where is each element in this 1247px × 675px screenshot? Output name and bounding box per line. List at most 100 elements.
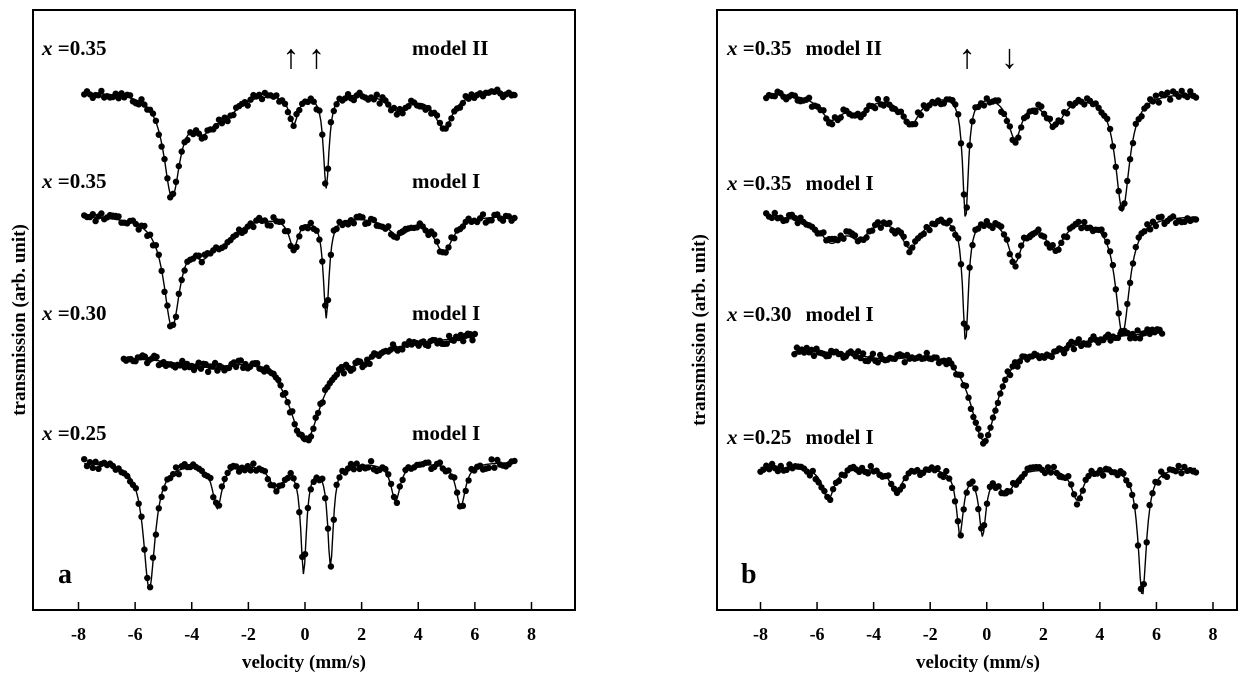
spectrum-data-point	[169, 470, 177, 478]
spectrum-data-point	[1106, 125, 1114, 133]
spectrum-data-point	[829, 486, 837, 493]
spectrum-data-point	[304, 225, 312, 232]
spectrum-data-point	[1126, 481, 1133, 489]
spectrum-data-point	[307, 486, 314, 493]
spectrum-data-point	[296, 509, 303, 516]
spectrum-data-point	[273, 488, 280, 495]
spectrum-data-point	[900, 113, 907, 120]
spectrum-data-point	[442, 249, 449, 256]
spectrum-data-point	[278, 218, 286, 225]
spectrum-data-point	[1123, 477, 1130, 484]
spectrum-data-point	[138, 96, 145, 103]
spectrum-data-point	[153, 353, 160, 361]
spectrum-data-point	[946, 475, 953, 482]
spectrum-data-point	[146, 584, 154, 591]
spectrum-data-point	[479, 211, 487, 218]
spectrum-data-point	[324, 165, 332, 172]
spectrum-data-point	[433, 238, 441, 245]
spectrum-data-point	[179, 357, 186, 365]
spectrum-data-point	[175, 471, 182, 478]
spectrum-data-point	[448, 115, 455, 122]
spectrum-data-point	[390, 104, 398, 112]
spectrum-data-point	[1085, 341, 1092, 348]
spectrum-data-point	[405, 103, 412, 110]
panel-a-letter: a	[58, 559, 72, 590]
spectrum-data-point	[949, 225, 956, 232]
spectrum-data-point	[1014, 363, 1021, 370]
spectrum-data-point	[885, 472, 892, 479]
spectrum-data-point	[909, 244, 916, 251]
spectrum-data-point	[969, 241, 976, 249]
spectrum-data-point	[319, 399, 326, 406]
spectrum-data-point	[771, 209, 778, 217]
panel-b-frame	[716, 9, 1238, 611]
spectrum-data-point	[1009, 258, 1016, 265]
spectrum-data-point	[1068, 338, 1075, 345]
spectrum-data-point	[852, 353, 859, 360]
spectrum-data-point	[488, 217, 495, 224]
spectrum-data-point	[1021, 470, 1028, 477]
spectrum-data-point	[897, 108, 905, 115]
spectrum-model-label: model II	[412, 36, 488, 60]
spectrum-data-point	[1137, 585, 1145, 593]
spectrum-data-point	[1099, 472, 1107, 479]
spectrum-data-point	[322, 302, 329, 309]
spectrum-data-point	[250, 460, 257, 467]
spectrum-data-point	[999, 383, 1006, 390]
spectrum-data-point	[1003, 117, 1011, 125]
spectrum-data-point	[1016, 358, 1024, 365]
spectrum-conc-label: x =0.30 model I	[726, 302, 874, 326]
spectrum-data-point	[984, 431, 992, 439]
spectrum-data-point	[1175, 93, 1183, 100]
spectrum-data-point	[1085, 472, 1092, 480]
panel-a-ticks: -8 -6 -4 -2 0 2 4 6 8	[71, 602, 536, 644]
spectrum-data-point	[1152, 222, 1160, 230]
spectrum-data-point	[232, 363, 240, 371]
spectrum-data-point	[247, 467, 254, 474]
spectrum-data-point	[282, 389, 289, 397]
spectrum-data-point	[1063, 233, 1071, 241]
spectrum-data-point	[287, 115, 294, 123]
spectrum-data-point	[1047, 469, 1055, 476]
spectrum-data-point	[254, 360, 261, 367]
spectrum-data-point	[863, 234, 870, 241]
spectrum-data-point	[247, 96, 254, 103]
spectrum-data-point	[965, 394, 972, 401]
spectrum-data-point	[511, 91, 518, 99]
spectrum-data-point	[275, 376, 282, 384]
spectrum-data-point	[290, 122, 297, 130]
arrow-up-icon: ↑	[308, 39, 325, 76]
spectrum-data-point	[465, 477, 472, 484]
spectrum-data-point	[488, 456, 495, 463]
spectrum-data-point	[1018, 242, 1025, 249]
spectrum-data-point	[1144, 102, 1151, 109]
spectrum-data-point	[456, 104, 464, 111]
spectrum-data-point	[1163, 473, 1171, 480]
spectrum-data-point	[81, 456, 88, 463]
spectrum-data-point	[987, 424, 994, 431]
spectrum-data-point	[221, 475, 228, 483]
spectrum-data-point	[972, 419, 979, 426]
spectrum-data-point	[135, 500, 142, 507]
spectrum-data-point	[963, 204, 970, 211]
spectrum-data-point	[307, 219, 314, 227]
spectrum-data-point	[175, 290, 182, 297]
spectrum-data-point	[264, 475, 271, 483]
spectrum-data-point	[319, 258, 326, 265]
spectrum-data-point	[178, 276, 185, 284]
spectrum-data-point	[871, 104, 879, 112]
spectrum-data-point	[774, 467, 782, 475]
spectrum-data-point	[1155, 99, 1163, 106]
spectrum-data-point	[293, 243, 300, 251]
panel-b-ylabel: transmission (arb. unit)	[689, 234, 710, 426]
spectrum-data-point	[823, 115, 830, 122]
spectrum-data-point	[989, 414, 997, 421]
spectrum-data-point	[837, 114, 844, 121]
spectrum-data-point	[132, 220, 139, 228]
spectrum-data-point	[445, 467, 452, 474]
spectrum-data-point	[224, 117, 231, 125]
panel-b-letter: b	[741, 559, 757, 590]
spectrum-data-point	[1097, 466, 1104, 474]
spectrum-data-point	[1055, 246, 1062, 253]
spectrum-data-point	[212, 122, 220, 130]
